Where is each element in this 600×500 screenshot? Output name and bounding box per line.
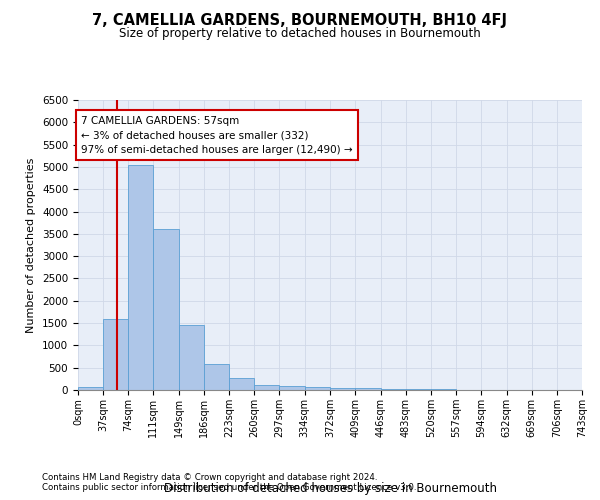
Bar [103,318,128,390]
Bar [280,386,305,390]
Bar [179,326,204,390]
Bar [78,387,103,390]
Bar [204,364,229,390]
Bar [305,388,331,390]
Bar [380,388,406,390]
Bar [331,388,355,390]
Text: 7 CAMELLIA GARDENS: 57sqm
← 3% of detached houses are smaller (332)
97% of semi-: 7 CAMELLIA GARDENS: 57sqm ← 3% of detach… [81,116,352,155]
Bar [128,164,153,390]
Text: Size of property relative to detached houses in Bournemouth: Size of property relative to detached ho… [119,28,481,40]
Text: Contains HM Land Registry data © Crown copyright and database right 2024.: Contains HM Land Registry data © Crown c… [42,474,377,482]
Bar [355,388,380,390]
Bar [406,389,431,390]
Bar [254,384,280,390]
Text: Contains public sector information licensed under the Open Government Licence v3: Contains public sector information licen… [42,484,416,492]
Y-axis label: Number of detached properties: Number of detached properties [26,158,37,332]
Text: 7, CAMELLIA GARDENS, BOURNEMOUTH, BH10 4FJ: 7, CAMELLIA GARDENS, BOURNEMOUTH, BH10 4… [92,12,508,28]
Bar [153,230,179,390]
Bar [229,378,254,390]
X-axis label: Distribution of detached houses by size in Bournemouth: Distribution of detached houses by size … [163,482,497,494]
